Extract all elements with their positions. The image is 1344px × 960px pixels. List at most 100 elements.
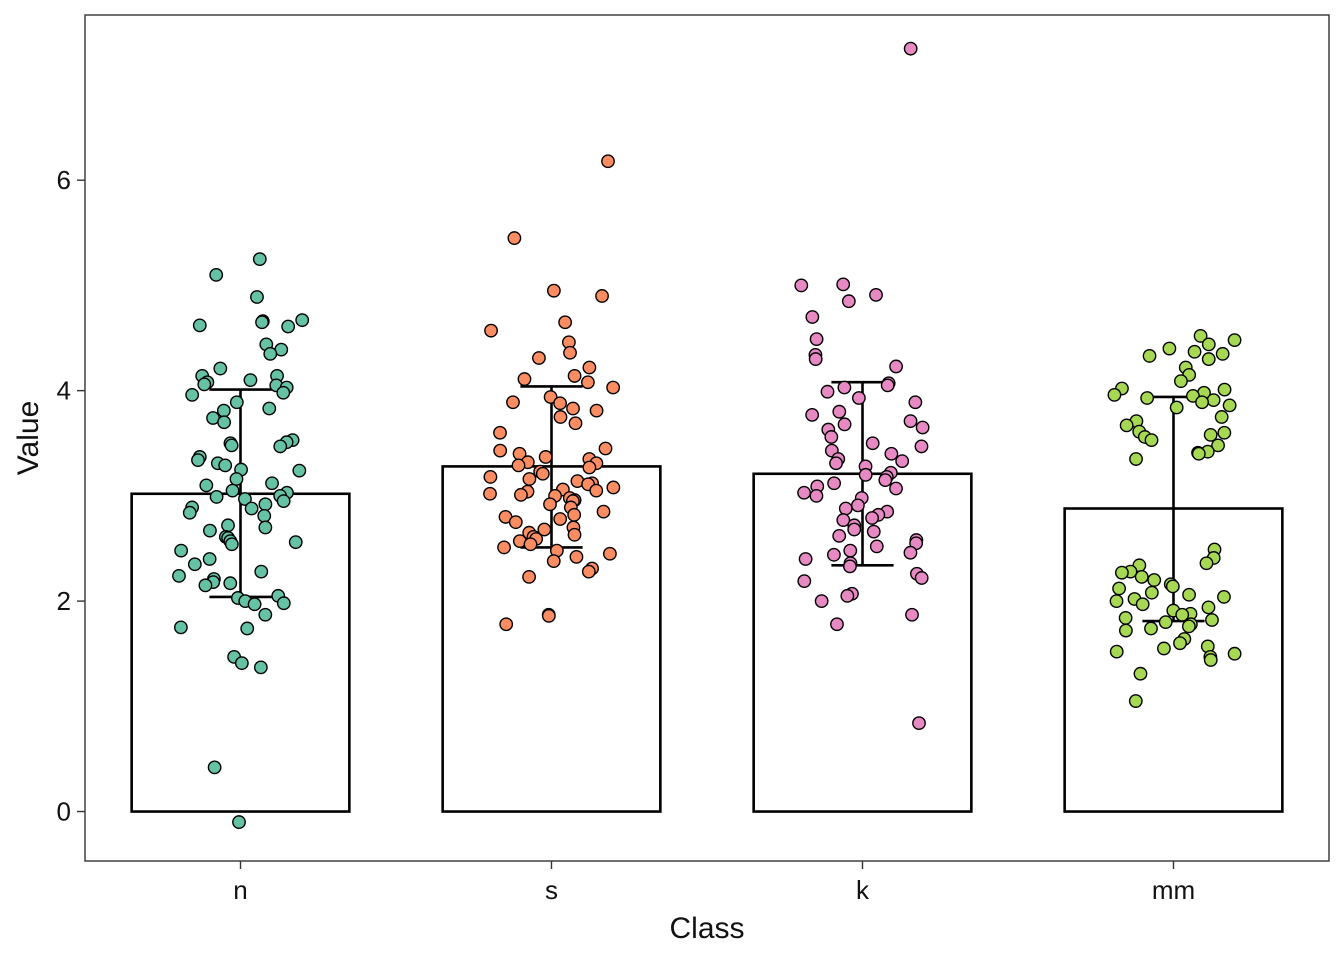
point-n	[197, 377, 212, 392]
point-n	[221, 518, 235, 533]
point-k	[837, 417, 852, 432]
point-s	[567, 507, 582, 522]
point-mm	[1134, 569, 1149, 584]
point-k	[827, 476, 841, 491]
point-k	[832, 528, 847, 543]
point-k	[915, 420, 930, 435]
point-n	[250, 290, 264, 304]
point-s	[567, 527, 582, 542]
point-k	[847, 522, 862, 537]
point-n	[216, 403, 231, 418]
point-s	[532, 351, 546, 365]
y-axis: 0 2 4 6	[57, 165, 85, 827]
point-k	[809, 332, 824, 346]
point-n	[263, 346, 278, 361]
point-s	[538, 450, 553, 464]
point-k	[908, 395, 923, 410]
point-k	[880, 378, 895, 393]
point-s	[537, 522, 552, 537]
point-k	[914, 571, 929, 585]
point-mm	[1215, 346, 1230, 361]
point-s	[493, 425, 507, 440]
data-points	[172, 41, 1242, 829]
point-mm	[1182, 587, 1196, 602]
point-n	[254, 564, 269, 579]
point-mm	[1211, 438, 1225, 453]
point-mm	[1227, 333, 1242, 348]
point-mm	[1109, 594, 1124, 608]
point-n	[243, 373, 258, 388]
point-mm	[1187, 344, 1202, 359]
point-s	[483, 486, 497, 501]
point-n	[185, 387, 200, 402]
point-k	[836, 277, 851, 292]
point-s	[589, 403, 604, 418]
point-s	[596, 504, 611, 519]
point-k	[866, 524, 881, 539]
point-k	[858, 467, 873, 482]
point-n	[255, 315, 269, 330]
point-s	[553, 410, 568, 424]
point-mm	[1142, 349, 1157, 363]
point-n	[240, 621, 255, 636]
point-n	[229, 395, 244, 410]
point-s	[483, 470, 498, 484]
x-tick-label: mm	[1152, 875, 1195, 905]
point-n	[247, 597, 262, 612]
point-s	[606, 480, 621, 495]
point-n	[258, 607, 273, 622]
point-k	[884, 446, 899, 461]
point-k	[838, 501, 853, 516]
point-s	[568, 416, 583, 431]
point-k	[805, 310, 820, 324]
point-n	[252, 252, 267, 267]
point-k	[830, 617, 844, 632]
point-n	[276, 385, 291, 400]
point-mm	[1195, 395, 1209, 410]
point-n	[187, 557, 202, 572]
x-tick-label: n	[233, 875, 247, 905]
point-mm	[1181, 619, 1196, 634]
point-k	[865, 436, 880, 451]
point-n	[191, 453, 205, 467]
point-s	[506, 395, 520, 410]
y-axis-title: Value	[12, 401, 45, 476]
point-n	[225, 483, 240, 498]
point-s	[511, 458, 526, 473]
point-s	[546, 554, 561, 569]
point-n	[288, 535, 303, 550]
point-s	[566, 401, 580, 416]
point-s	[563, 345, 577, 360]
point-mm	[1114, 565, 1129, 580]
point-mm	[1107, 387, 1122, 402]
point-k	[809, 488, 824, 503]
point-n	[192, 318, 207, 333]
point-n	[265, 476, 279, 491]
point-s	[517, 372, 532, 386]
point-s	[546, 283, 561, 298]
point-k	[829, 456, 843, 471]
point-s	[569, 550, 584, 564]
point-n	[292, 463, 307, 478]
point-mm	[1203, 427, 1218, 442]
point-n	[273, 439, 288, 454]
point-k	[869, 539, 884, 554]
point-n	[203, 523, 217, 538]
point-k	[865, 511, 879, 525]
point-n	[258, 520, 273, 535]
point-mm	[1157, 641, 1171, 656]
point-n	[253, 660, 268, 675]
point-n	[182, 505, 197, 520]
point-mm	[1201, 337, 1216, 352]
point-mm	[1165, 579, 1180, 594]
point-n	[262, 401, 277, 416]
point-mm	[1119, 418, 1134, 433]
point-n	[224, 438, 239, 453]
point-k	[814, 594, 829, 608]
point-mm	[1174, 374, 1188, 389]
point-mm	[1144, 585, 1159, 600]
point-k	[851, 498, 865, 513]
point-s	[499, 617, 514, 632]
point-s	[558, 315, 573, 330]
point-mm	[1222, 398, 1237, 413]
